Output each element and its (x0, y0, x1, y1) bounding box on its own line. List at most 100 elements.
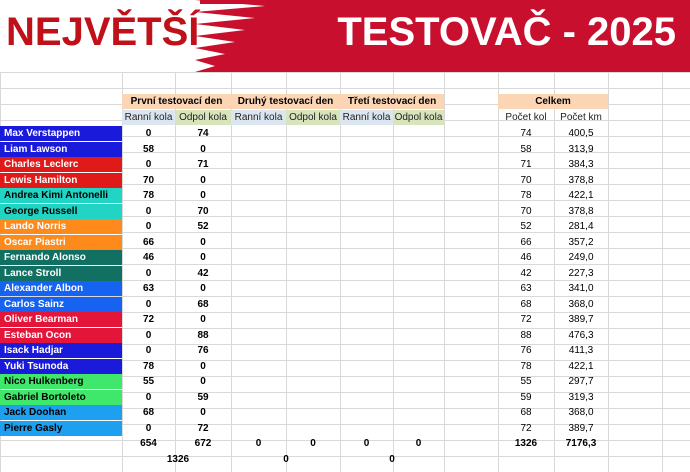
afternoon-laps-cell[interactable]: 0 (200, 174, 206, 186)
morning-laps-cell[interactable]: 70 (142, 174, 155, 186)
morning-laps-cell[interactable]: 0 (145, 298, 152, 310)
morning-laps-cell[interactable]: 0 (145, 159, 152, 170)
driver-name-cell[interactable]: George Russell (0, 203, 122, 219)
total-km-cell[interactable]: 422,1 (568, 190, 594, 201)
morning-laps-cell[interactable]: 0 (145, 205, 152, 217)
total-laps-cell[interactable]: 52 (520, 221, 532, 232)
total-laps-cell[interactable]: 74 (520, 128, 532, 139)
afternoon-laps-cell[interactable]: 0 (200, 360, 206, 372)
driver-name-cell[interactable]: Nico Hulkenberg (0, 374, 122, 389)
afternoon-laps-cell[interactable]: 0 (200, 190, 206, 201)
driver-name-cell[interactable]: Yuki Tsunoda (0, 358, 122, 374)
afternoon-laps-cell[interactable]: 52 (197, 221, 209, 232)
total-laps-cell[interactable]: 78 (520, 190, 532, 201)
afternoon-laps-cell[interactable]: 88 (197, 329, 209, 341)
driver-name-cell[interactable]: Esteban Ocon (0, 327, 122, 343)
total-laps-cell[interactable]: 68 (520, 298, 532, 310)
total-laps-cell[interactable]: 72 (520, 422, 532, 434)
morning-laps-cell[interactable]: 63 (142, 283, 155, 294)
driver-name-cell[interactable]: Oscar Piastri (0, 234, 122, 250)
afternoon-laps-cell[interactable]: 0 (200, 376, 206, 387)
total-laps-cell[interactable]: 63 (520, 283, 532, 294)
afternoon-laps-cell[interactable]: 68 (197, 298, 209, 310)
total-km-cell[interactable]: 384,3 (568, 159, 594, 170)
afternoon-laps-cell[interactable]: 0 (200, 314, 206, 325)
total-km-cell[interactable]: 227,3 (568, 267, 594, 279)
driver-name-cell[interactable]: Lando Norris (0, 219, 122, 234)
total-km-cell[interactable]: 281,4 (568, 221, 594, 232)
total-laps-cell[interactable]: 68 (520, 407, 532, 418)
morning-laps-cell[interactable]: 0 (145, 391, 152, 403)
total-km-cell[interactable]: 357,2 (568, 236, 594, 248)
total-laps-cell[interactable]: 72 (520, 314, 532, 325)
total-km-cell[interactable]: 249,0 (568, 252, 594, 263)
morning-laps-cell[interactable]: 0 (145, 345, 152, 356)
total-laps-cell[interactable]: 70 (520, 174, 532, 186)
total-laps-cell[interactable]: 58 (520, 143, 532, 155)
total-km-cell[interactable]: 378,8 (568, 174, 594, 186)
total-km-cell[interactable]: 341,0 (568, 283, 594, 294)
driver-name-cell[interactable]: Lance Stroll (0, 265, 122, 281)
total-km-cell[interactable]: 476,3 (568, 329, 594, 341)
total-laps-cell[interactable]: 70 (520, 205, 532, 217)
total-km-cell[interactable]: 422,1 (568, 360, 594, 372)
driver-name-cell[interactable]: Alexander Albon (0, 281, 122, 296)
afternoon-laps-cell[interactable]: 59 (197, 391, 209, 403)
morning-laps-cell[interactable]: 0 (145, 422, 152, 434)
total-laps-cell[interactable]: 55 (520, 376, 532, 387)
morning-laps-cell[interactable]: 0 (145, 329, 152, 341)
total-laps-cell[interactable]: 78 (520, 360, 532, 372)
total-laps-cell[interactable]: 59 (520, 391, 532, 403)
total-laps-cell[interactable]: 66 (520, 236, 532, 248)
driver-name-cell[interactable]: Liam Lawson (0, 141, 122, 157)
driver-name-cell[interactable]: Fernando Alonso (0, 250, 122, 265)
driver-name-cell[interactable]: Pierre Gasly (0, 420, 122, 436)
afternoon-laps-cell[interactable]: 70 (197, 205, 209, 217)
afternoon-laps-cell[interactable]: 0 (200, 143, 206, 155)
afternoon-laps-cell[interactable]: 0 (200, 236, 206, 248)
morning-laps-cell[interactable]: 72 (142, 314, 155, 325)
afternoon-laps-cell[interactable]: 71 (197, 159, 209, 170)
total-laps-cell[interactable]: 71 (520, 159, 532, 170)
driver-name-cell[interactable]: Isack Hadjar (0, 343, 122, 358)
total-km-cell[interactable]: 411,3 (568, 345, 594, 356)
morning-laps-cell[interactable]: 0 (145, 267, 152, 279)
morning-laps-cell[interactable]: 78 (142, 360, 155, 372)
total-km-cell[interactable]: 368,0 (568, 407, 594, 418)
total-km-cell[interactable]: 313,9 (568, 143, 594, 155)
total-laps-cell[interactable]: 76 (520, 345, 532, 356)
total-km-cell[interactable]: 368,0 (568, 298, 594, 310)
total-laps-cell[interactable]: 88 (520, 329, 532, 341)
driver-name-cell[interactable]: Max Verstappen (0, 126, 122, 141)
afternoon-laps-cell[interactable]: 42 (197, 267, 209, 279)
morning-laps-cell[interactable]: 66 (142, 236, 155, 248)
morning-laps-cell[interactable]: 55 (142, 376, 155, 387)
afternoon-laps-cell[interactable]: 0 (200, 407, 206, 418)
total-km-cell[interactable]: 297,7 (568, 376, 594, 387)
morning-laps-cell[interactable]: 58 (142, 143, 155, 155)
driver-name-cell[interactable]: Andrea Kimi Antonelli (0, 188, 122, 203)
total-km-cell[interactable]: 389,7 (568, 314, 594, 325)
driver-name-cell[interactable]: Gabriel Bortoleto (0, 389, 122, 405)
morning-laps-cell[interactable]: 46 (142, 252, 155, 263)
total-laps-cell[interactable]: 46 (520, 252, 532, 263)
driver-name-cell[interactable]: Lewis Hamilton (0, 172, 122, 188)
afternoon-laps-cell[interactable]: 0 (200, 252, 206, 263)
morning-laps-cell[interactable]: 0 (145, 221, 152, 232)
morning-laps-cell[interactable]: 0 (145, 128, 152, 139)
total-km-cell[interactable]: 389,7 (568, 422, 594, 434)
afternoon-laps-cell[interactable]: 76 (197, 345, 209, 356)
morning-laps-cell[interactable]: 78 (142, 190, 155, 201)
morning-laps-cell[interactable]: 68 (142, 407, 155, 418)
afternoon-laps-cell[interactable]: 72 (197, 422, 209, 434)
total-km-cell[interactable]: 378,8 (568, 205, 594, 217)
total-laps-cell[interactable]: 42 (520, 267, 532, 279)
driver-name-cell[interactable]: Charles Leclerc (0, 157, 122, 172)
afternoon-laps-cell[interactable]: 74 (197, 128, 209, 139)
driver-name-cell[interactable]: Carlos Sainz (0, 296, 122, 312)
driver-name-cell[interactable]: Oliver Bearman (0, 312, 122, 327)
total-km-cell[interactable]: 400,5 (568, 128, 594, 139)
total-km-cell[interactable]: 319,3 (568, 391, 594, 403)
afternoon-laps-cell[interactable]: 0 (200, 283, 206, 294)
driver-name-cell[interactable]: Jack Doohan (0, 405, 122, 420)
